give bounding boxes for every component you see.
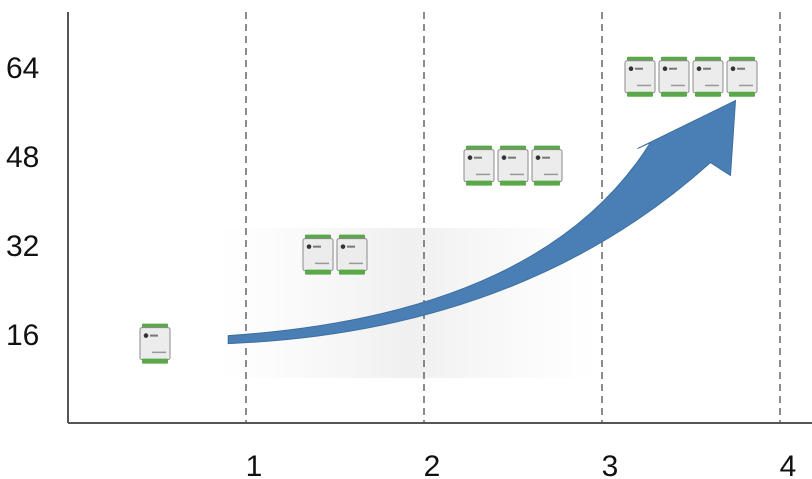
- module-logo-text: [737, 67, 745, 70]
- module-logo-dot: [696, 66, 702, 72]
- module-logo-text: [474, 156, 482, 159]
- module-label-line: [637, 84, 651, 87]
- module-icon: [139, 323, 171, 364]
- trend-arrow-shape: [227, 99, 737, 345]
- module-logo-dot: [467, 155, 473, 160]
- module-bottom-pins: [305, 269, 331, 275]
- module-body: [463, 149, 495, 183]
- module-bottom-pins: [627, 91, 653, 97]
- x-tick-label-3: 3: [602, 450, 619, 479]
- module-icon: [336, 234, 368, 275]
- module-logo-text: [635, 67, 643, 70]
- y-tick-labels: 16 32 48 64: [6, 52, 39, 352]
- data-point-3: [463, 145, 563, 186]
- x-tick-label-1: 1: [246, 450, 263, 479]
- module-bottom-pins: [729, 91, 755, 97]
- module-logo-dot: [535, 155, 541, 160]
- module-logo-dot: [501, 155, 507, 160]
- y-tick-label-4: 64: [6, 52, 39, 85]
- module-logo-text: [703, 67, 711, 70]
- module-logo-text: [313, 245, 321, 248]
- data-point-2: [302, 234, 368, 275]
- y-tick-label-1: 16: [6, 319, 39, 352]
- module-body: [531, 149, 563, 183]
- arrow-shadow-band: [218, 228, 598, 378]
- module-body: [336, 238, 368, 272]
- y-tick-label-2: 32: [6, 230, 39, 263]
- module-label-line: [544, 173, 558, 176]
- module-logo-text: [347, 245, 355, 248]
- module-bottom-pins: [339, 269, 365, 275]
- module-bottom-pins: [661, 91, 687, 97]
- module-bottom-pins: [534, 180, 560, 186]
- data-point-1: [139, 323, 171, 364]
- module-logo-text: [669, 67, 677, 70]
- module-body: [726, 60, 758, 94]
- module-label-line: [152, 351, 166, 354]
- module-icon: [692, 56, 724, 97]
- module-icon: [463, 145, 495, 186]
- module-icon: [531, 145, 563, 186]
- module-body: [302, 238, 334, 272]
- data-point-4: [624, 56, 758, 97]
- module-label-line: [476, 173, 490, 176]
- module-icon: [658, 56, 690, 97]
- trend-arrow: [227, 99, 737, 345]
- module-label-line: [510, 173, 524, 176]
- module-label-line: [739, 84, 753, 87]
- module-body: [658, 60, 690, 94]
- module-bottom-pins: [466, 180, 492, 186]
- module-body: [624, 60, 656, 94]
- module-icon: [302, 234, 334, 275]
- module-logo-dot: [628, 66, 634, 72]
- x-tick-label-4: 4: [780, 450, 797, 479]
- module-logo-text: [508, 156, 516, 159]
- module-label-line: [315, 262, 329, 265]
- x-tick-labels: 1 2 3 4: [246, 450, 797, 479]
- axes: [67, 12, 812, 424]
- module-logo-text: [542, 156, 550, 159]
- x-tick-label-2: 2: [424, 450, 441, 479]
- module-label-line: [705, 84, 719, 87]
- module-logo-dot: [306, 244, 312, 249]
- module-logo-dot: [143, 333, 149, 338]
- module-body: [497, 149, 529, 183]
- arrow-shadow: [218, 228, 598, 378]
- module-icon: [497, 145, 529, 186]
- module-bottom-pins: [142, 358, 168, 364]
- module-logo-dot: [662, 66, 668, 72]
- module-body: [692, 60, 724, 94]
- module-bottom-pins: [500, 180, 526, 186]
- module-logo-text: [150, 334, 158, 337]
- module-icon: [624, 56, 656, 97]
- module-body: [139, 327, 171, 361]
- module-logo-dot: [340, 244, 346, 249]
- module-bottom-pins: [695, 91, 721, 97]
- module-label-line: [671, 84, 685, 87]
- y-tick-label-3: 48: [6, 141, 39, 174]
- data-points: [139, 56, 758, 364]
- module-icon: [726, 56, 758, 97]
- module-logo-dot: [730, 66, 736, 72]
- module-label-line: [349, 262, 363, 265]
